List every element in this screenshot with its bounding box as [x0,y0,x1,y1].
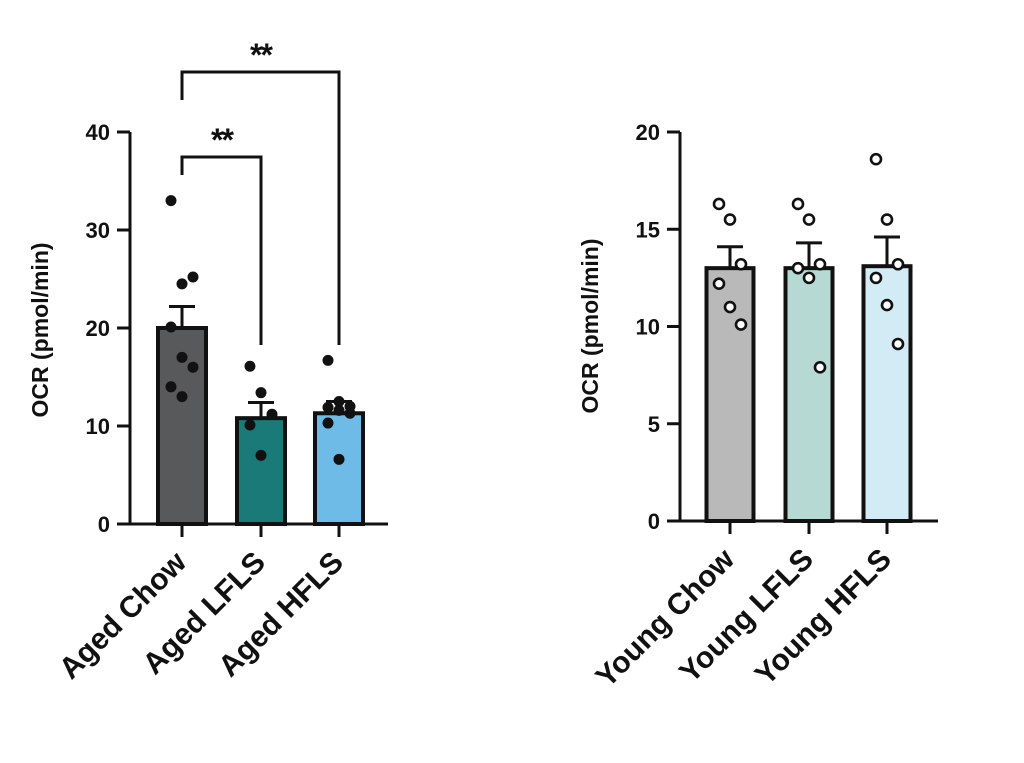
data-point [723,300,737,314]
y-tick-label: 10 [86,414,110,439]
data-point [734,318,748,331]
data-point [813,361,827,374]
data-point [802,213,816,226]
x-category-label: Young Chow [590,542,742,694]
data-point [869,271,883,285]
data-point [712,197,726,211]
data-point [244,360,256,372]
significance-bracket [180,155,263,345]
data-point [266,408,278,420]
y-tick-label: 0 [98,512,110,537]
data-point [322,401,334,413]
x-category-label: Young HFLS [749,543,898,692]
data-point [176,278,188,290]
y-tick-label: 10 [636,315,660,340]
data-point [344,407,356,419]
data-point [176,351,188,363]
y-tick-label: 20 [86,316,110,341]
significance-bracket [180,70,341,345]
y-axis-title: OCR (pmol/min) [27,242,53,417]
data-point [891,337,905,351]
data-point [813,257,827,271]
data-point [734,257,748,271]
y-tick-label: 0 [648,509,660,534]
data-point [322,417,334,429]
data-point [165,381,177,393]
bar [235,416,287,526]
data-point [333,453,345,465]
data-point [712,277,726,291]
data-point [165,321,177,333]
bar [783,266,835,523]
y-tick-label: 40 [86,120,110,145]
data-point [322,354,334,366]
y-tick-label: 20 [636,120,660,145]
data-point [791,261,805,275]
y-tick-label: 5 [648,412,660,437]
data-point [880,213,894,226]
significance-label: ** [211,122,234,158]
data-point [723,213,737,226]
data-point [791,197,805,211]
data-point [891,257,905,271]
data-point [187,271,199,283]
data-point [255,387,267,399]
y-tick-label: 30 [86,218,110,243]
data-point [255,449,267,461]
data-point [176,391,188,403]
data-point [869,152,883,166]
y-axis-title: OCR (pmol/min) [577,238,603,413]
data-point [802,271,816,285]
data-point [880,298,894,312]
data-point [333,396,345,407]
data-point [187,361,199,373]
data-point [244,419,256,431]
significance-label: ** [250,37,273,73]
data-point [165,195,177,207]
data-point [333,404,345,416]
bar [313,411,365,527]
y-tick-label: 15 [636,217,660,242]
